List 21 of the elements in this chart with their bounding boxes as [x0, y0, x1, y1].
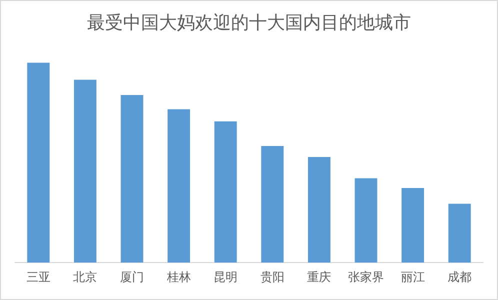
x-tick-label: 桂林: [166, 270, 191, 284]
bar: [308, 157, 330, 263]
x-tick-label: 厦门: [120, 270, 144, 284]
x-tick-label: 北京: [73, 270, 98, 284]
x-tick-label: 昆明: [214, 270, 238, 284]
bar: [402, 188, 424, 263]
bar: [74, 80, 96, 263]
x-tick-label: 重庆: [307, 270, 332, 284]
bar: [214, 121, 237, 263]
bar: [27, 62, 50, 263]
x-tick-label: 成都: [448, 270, 472, 284]
x-tick-label: 三亚: [26, 270, 50, 284]
chart-title: 最受中国大妈欢迎的十大国内目的地城市: [87, 12, 411, 34]
bar: [261, 146, 284, 263]
x-tick-label: 丽江: [400, 270, 425, 284]
bar: [120, 95, 144, 263]
bar: [168, 109, 190, 263]
x-tick-label: 张家界: [348, 270, 384, 284]
x-tick-label: 贵阳: [260, 270, 284, 284]
bar: [448, 204, 471, 263]
bar: [354, 178, 378, 263]
